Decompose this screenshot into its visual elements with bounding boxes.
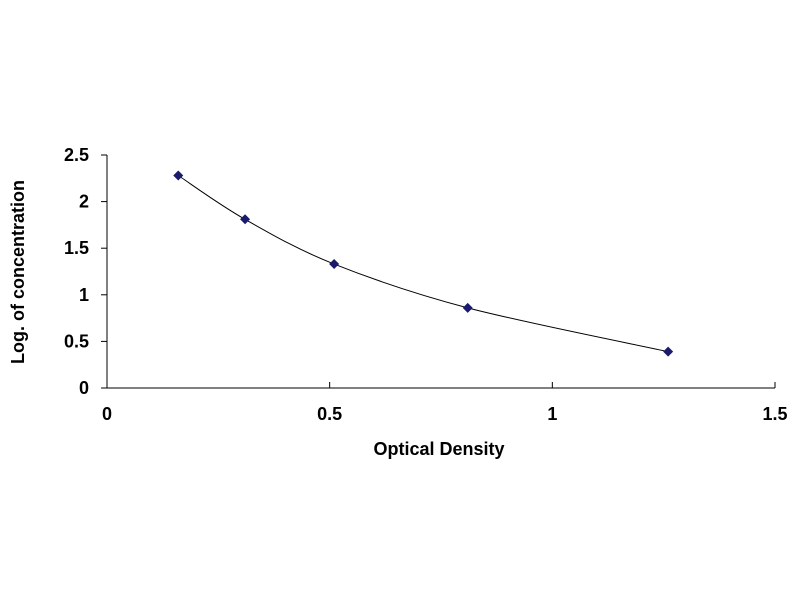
data-point xyxy=(462,302,473,313)
axes xyxy=(106,155,775,389)
data-point xyxy=(240,214,251,225)
data-point xyxy=(663,346,674,357)
y-tick-label: 1.5 xyxy=(64,238,89,258)
x-tick-label: 1.5 xyxy=(762,404,787,424)
fit-curve xyxy=(177,175,669,353)
data-point xyxy=(173,170,184,181)
x-ticks: 0 0.5 1 1.5 xyxy=(102,382,788,424)
y-tick-label: 2.5 xyxy=(64,145,89,165)
y-tick-label: 1 xyxy=(79,285,89,305)
x-tick-label: 0 xyxy=(102,404,112,424)
data-point xyxy=(329,259,340,270)
y-ticks: 0 0.5 1 1.5 2 2.5 xyxy=(64,145,107,398)
y-axis-title: Log. of concentration xyxy=(8,180,28,364)
y-tick-label: 2 xyxy=(79,192,89,212)
y-tick-label: 0 xyxy=(79,378,89,398)
x-axis-title: Optical Density xyxy=(373,439,504,459)
y-tick-label: 0.5 xyxy=(64,331,89,351)
x-tick-label: 0.5 xyxy=(317,404,342,424)
data-points xyxy=(173,170,674,357)
x-tick-label: 1 xyxy=(547,404,557,424)
